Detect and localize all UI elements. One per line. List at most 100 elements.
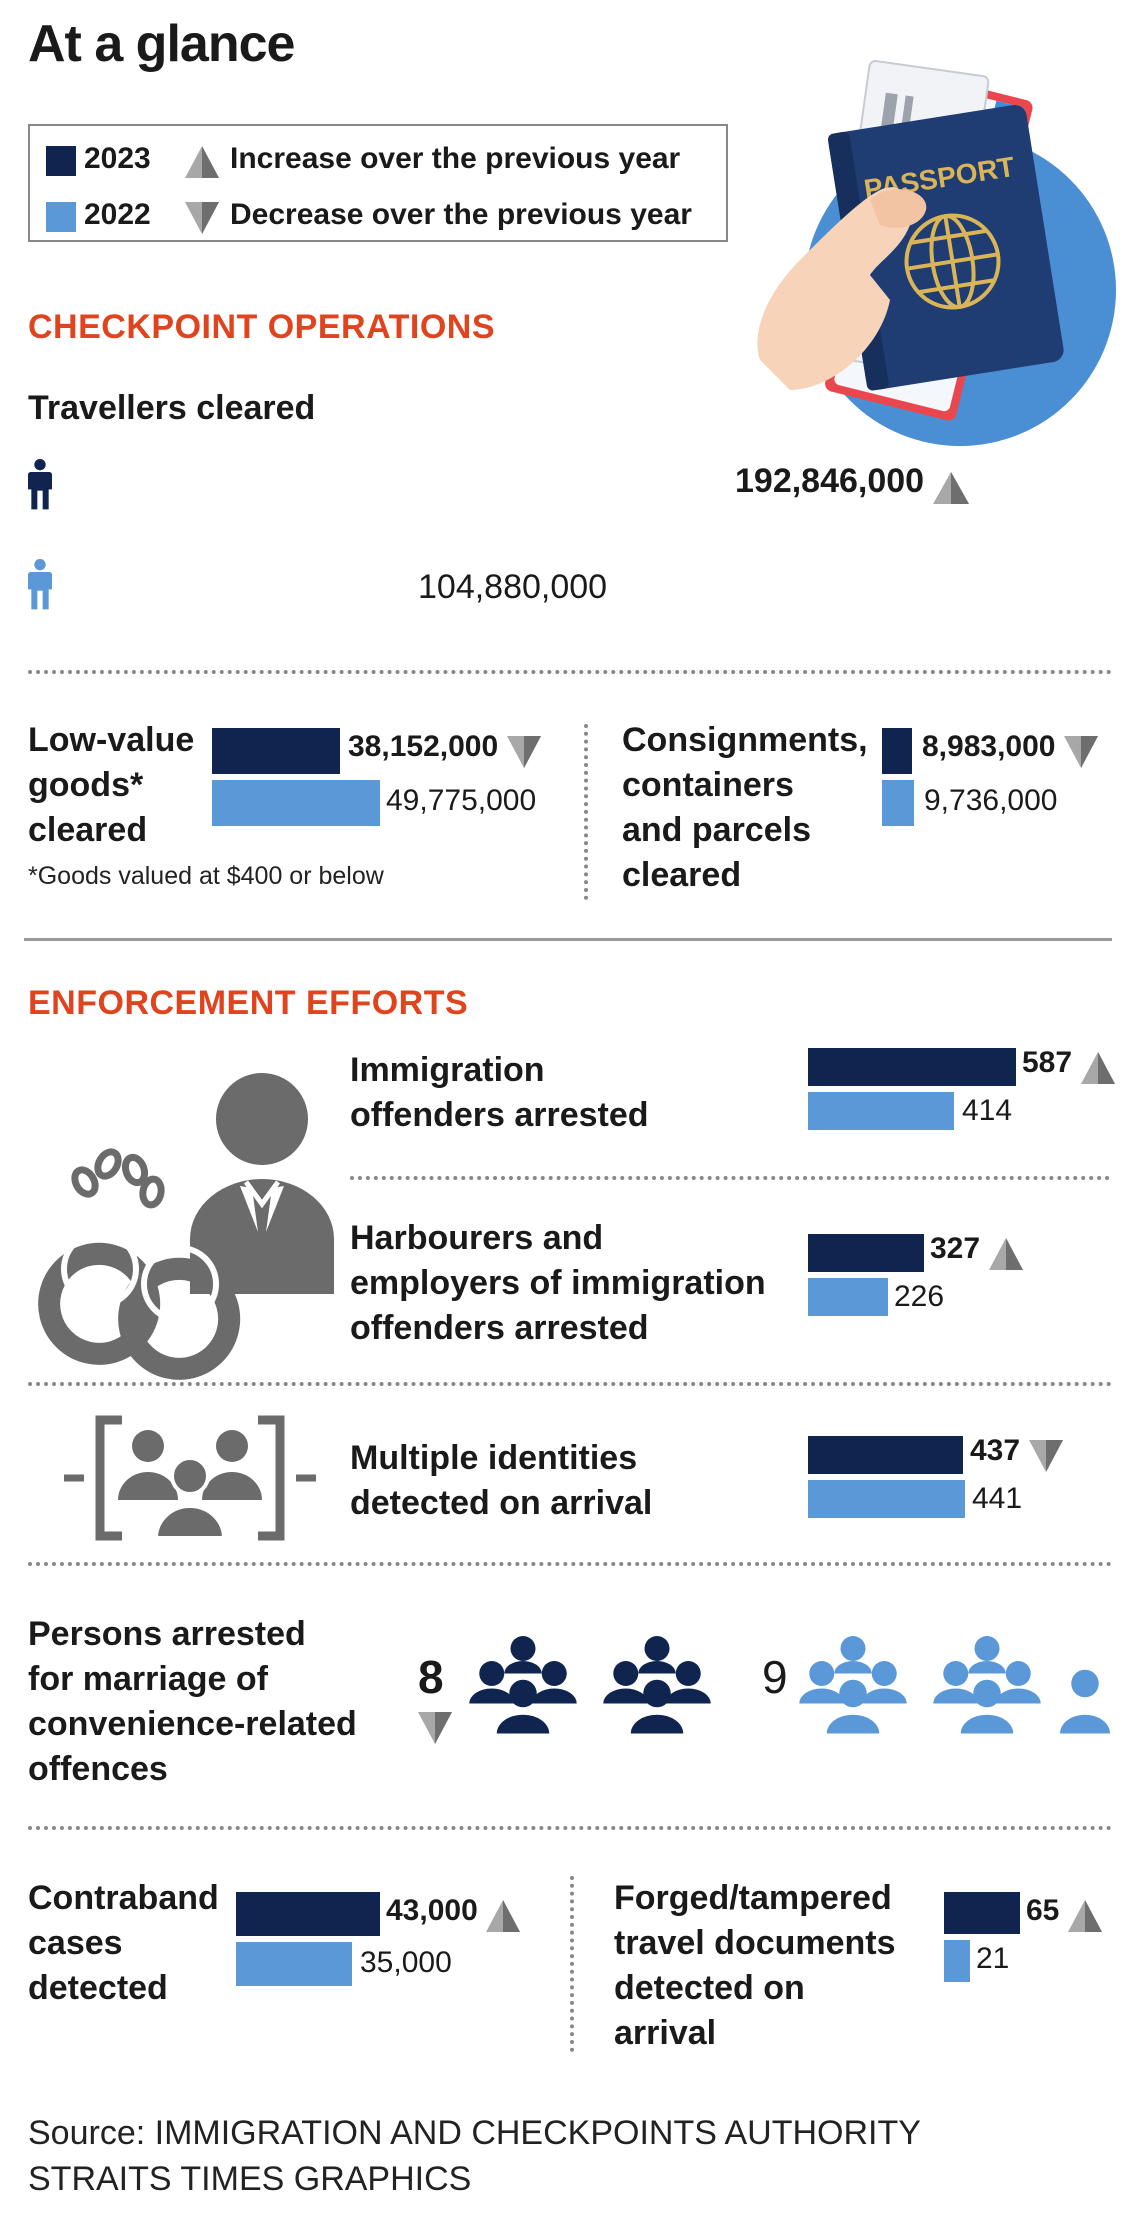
increase-triangle-icon bbox=[988, 1237, 1023, 1270]
multiple-2023-bar bbox=[808, 1436, 963, 1474]
traveller-2023-icon bbox=[28, 459, 52, 510]
travellers-2022-pictogram bbox=[28, 559, 402, 610]
consignments-2023-bar bbox=[882, 728, 912, 774]
marriage-2022-person-icon bbox=[1060, 1669, 1110, 1734]
contraband-label: Contraband cases detected bbox=[28, 1876, 219, 2011]
traveller-2022-icon bbox=[370, 559, 394, 610]
label-line: Contraband bbox=[28, 1879, 219, 1917]
multiple-2022-value: 441 bbox=[972, 1482, 1023, 1515]
checkpoint-heading: CHECKPOINT OPERATIONS bbox=[28, 308, 496, 346]
label-line: for marriage of bbox=[28, 1660, 268, 1698]
traveller-2023-icon bbox=[683, 459, 708, 510]
traveller-2023-icon bbox=[313, 459, 337, 510]
label-line: Consignments, bbox=[622, 721, 868, 759]
label-line: Immigration bbox=[350, 1051, 545, 1089]
traveller-2023-icon bbox=[398, 459, 423, 510]
traveller-2023-icon bbox=[712, 459, 715, 510]
label-line: goods* bbox=[28, 766, 144, 804]
traveller-2022-icon bbox=[85, 559, 109, 610]
immigration-label: Immigration offenders arrested bbox=[350, 1048, 649, 1138]
traveller-2023-icon bbox=[512, 459, 537, 510]
forged-2022-bar bbox=[944, 1940, 970, 1982]
divider bbox=[28, 670, 1112, 674]
hand-icon bbox=[757, 187, 913, 390]
low-value-2023-bar bbox=[212, 728, 340, 774]
marriage-2022-person-icon bbox=[933, 1636, 1041, 1734]
label-line: cases bbox=[28, 1924, 123, 1962]
consignments-2022-bar bbox=[882, 780, 914, 826]
immigration-2022-value: 414 bbox=[962, 1094, 1013, 1127]
harbourers-2023-value-wrap: 327 bbox=[930, 1232, 1023, 1270]
increase-triangle-icon bbox=[932, 471, 969, 504]
passport-illustration: AIRL PASSPORT bbox=[757, 60, 1127, 928]
legend-decrease-label: Decrease over the previous year bbox=[230, 198, 692, 231]
label-line: convenience-related bbox=[28, 1705, 357, 1743]
harbourers-2023-value: 327 bbox=[930, 1232, 981, 1265]
traveller-2023-icon bbox=[56, 459, 81, 510]
decrease-triangle-icon bbox=[1028, 1439, 1063, 1472]
label-line: Persons arrested bbox=[28, 1615, 306, 1653]
traveller-2023-icon bbox=[341, 459, 366, 510]
legend-increase-label: Increase over the previous year bbox=[230, 142, 681, 175]
passport-icon bbox=[828, 104, 1064, 390]
divider bbox=[28, 1382, 1112, 1386]
decrease-triangle-icon bbox=[185, 202, 219, 234]
marriage-2022-value: 9 bbox=[762, 1651, 788, 1703]
travellers-2023-value-wrap: 192,846,000 bbox=[735, 462, 969, 504]
label-line: travel documents bbox=[614, 1924, 896, 1962]
label-line: and parcels bbox=[622, 811, 811, 849]
ticket-text: AIRL bbox=[1095, 873, 1127, 927]
consignments-2022-value: 9,736,000 bbox=[924, 784, 1058, 817]
decrease-triangle-icon bbox=[1063, 735, 1098, 768]
label-line: Multiple identities bbox=[350, 1439, 638, 1477]
label-line: arrival bbox=[614, 2014, 717, 2052]
traveller-2023-icon bbox=[142, 459, 166, 510]
traveller-2023-icon bbox=[370, 459, 394, 510]
source-credit: Source: IMMIGRATION AND CHECKPOINTS AUTH… bbox=[28, 2110, 921, 2202]
label-line: containers bbox=[622, 766, 794, 804]
travellers-2023-value: 192,846,000 bbox=[735, 462, 925, 500]
traveller-2023-icon bbox=[598, 459, 622, 510]
multiple-2023-value: 437 bbox=[970, 1434, 1021, 1467]
immigration-2023-value: 587 bbox=[1022, 1046, 1073, 1079]
contraband-2023-bar bbox=[236, 1892, 380, 1936]
traveller-2022-icon bbox=[256, 559, 280, 610]
decrease-triangle-icon bbox=[506, 735, 541, 768]
traveller-2023-icon bbox=[199, 459, 223, 510]
travellers-label: Travellers cleared bbox=[28, 389, 316, 427]
contraband-2022-bar bbox=[236, 1942, 352, 1986]
divider bbox=[570, 1876, 574, 2052]
traveller-2023-icon bbox=[569, 459, 594, 510]
consignments-2023-value: 8,983,000 bbox=[922, 730, 1056, 763]
low-value-label: Low-value goods* cleared bbox=[28, 718, 194, 853]
traveller-2022-icon bbox=[170, 559, 195, 610]
traveller-2023-icon bbox=[170, 459, 195, 510]
traveller-2022-icon bbox=[56, 559, 81, 610]
increase-triangle-icon bbox=[1080, 1051, 1115, 1084]
legend-label-2022: 2022 bbox=[84, 198, 151, 231]
contraband-2022-value: 35,000 bbox=[360, 1946, 452, 1979]
forged-2023-value: 65 bbox=[1026, 1894, 1060, 1927]
legend-label-2023: 2023 bbox=[84, 142, 151, 175]
legend-swatch-2023 bbox=[46, 146, 76, 176]
page-title: At a glance bbox=[28, 15, 295, 73]
traveller-2022-icon bbox=[199, 559, 223, 610]
traveller-2022-icon bbox=[142, 559, 166, 610]
forged-2023-value-wrap: 65 bbox=[1026, 1894, 1102, 1932]
traveller-2023-icon bbox=[541, 459, 565, 510]
low-value-2023-value: 38,152,000 bbox=[348, 730, 499, 763]
low-value-2022-bar bbox=[212, 780, 380, 826]
harbourers-2022-value: 226 bbox=[894, 1280, 945, 1313]
marriage-2023-pictogram bbox=[469, 1636, 711, 1734]
travellers-2022-value: 104,880,000 bbox=[418, 568, 608, 606]
marriage-2022-pictogram bbox=[799, 1636, 1110, 1734]
person-icon bbox=[216, 1073, 308, 1165]
traveller-2023-icon bbox=[284, 459, 309, 510]
forged-2022-value: 21 bbox=[976, 1942, 1010, 1975]
label-line: Low-value bbox=[28, 721, 195, 759]
divider bbox=[28, 1826, 1112, 1830]
traveller-2023-icon bbox=[626, 459, 651, 510]
label-line: cleared bbox=[28, 811, 148, 849]
consignments-2023-value-wrap: 8,983,000 bbox=[922, 730, 1098, 768]
traveller-2023-icon bbox=[427, 459, 451, 510]
